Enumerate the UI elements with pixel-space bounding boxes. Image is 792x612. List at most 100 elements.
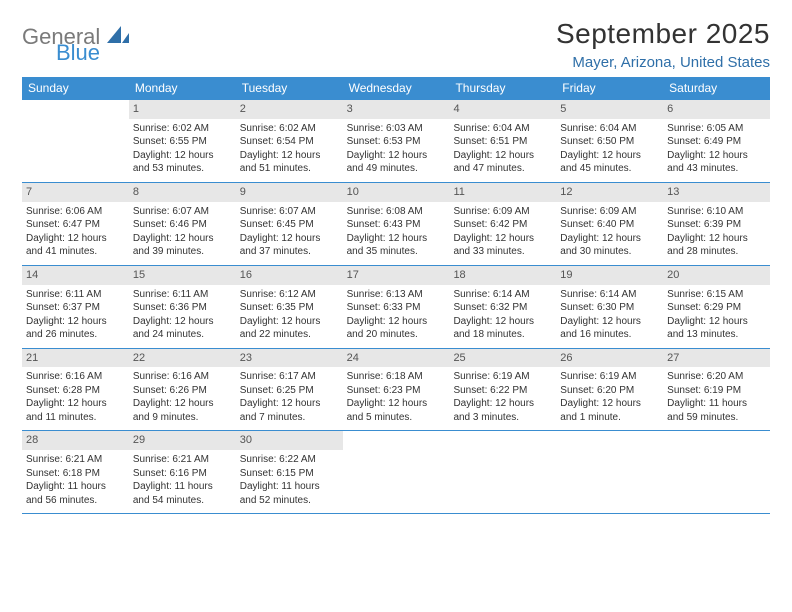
sunrise-text: Sunrise: 6:11 AM [26, 288, 125, 302]
sunrise-text: Sunrise: 6:11 AM [133, 288, 232, 302]
day-number: 25 [449, 349, 556, 368]
day1-text: Daylight: 12 hours [133, 315, 232, 329]
sunrise-text: Sunrise: 6:09 AM [560, 205, 659, 219]
day-blank [449, 431, 556, 513]
day-18: 18Sunrise: 6:14 AMSunset: 6:32 PMDayligh… [449, 266, 556, 348]
day-7: 7Sunrise: 6:06 AMSunset: 6:47 PMDaylight… [22, 183, 129, 265]
day1-text: Daylight: 11 hours [240, 480, 339, 494]
day2-text: and 33 minutes. [453, 245, 552, 259]
day1-text: Daylight: 12 hours [240, 232, 339, 246]
day-number: 6 [663, 100, 770, 119]
day-17: 17Sunrise: 6:13 AMSunset: 6:33 PMDayligh… [343, 266, 450, 348]
day-number: 18 [449, 266, 556, 285]
sunset-text: Sunset: 6:19 PM [667, 384, 766, 398]
week-row: 14Sunrise: 6:11 AMSunset: 6:37 PMDayligh… [22, 266, 770, 349]
day-28: 28Sunrise: 6:21 AMSunset: 6:18 PMDayligh… [22, 431, 129, 513]
sunrise-text: Sunrise: 6:02 AM [240, 122, 339, 136]
sunrise-text: Sunrise: 6:17 AM [240, 370, 339, 384]
day-number: 10 [343, 183, 450, 202]
sunset-text: Sunset: 6:39 PM [667, 218, 766, 232]
header: General Blue September 2025 Mayer, Arizo… [22, 18, 770, 71]
day-25: 25Sunrise: 6:19 AMSunset: 6:22 PMDayligh… [449, 349, 556, 431]
sunset-text: Sunset: 6:32 PM [453, 301, 552, 315]
sunrise-text: Sunrise: 6:19 AM [560, 370, 659, 384]
day2-text: and 35 minutes. [347, 245, 446, 259]
sunset-text: Sunset: 6:45 PM [240, 218, 339, 232]
day-number: 27 [663, 349, 770, 368]
day-6: 6Sunrise: 6:05 AMSunset: 6:49 PMDaylight… [663, 100, 770, 182]
day1-text: Daylight: 11 hours [133, 480, 232, 494]
day-number: 15 [129, 266, 236, 285]
day1-text: Daylight: 12 hours [26, 315, 125, 329]
calendar: SundayMondayTuesdayWednesdayThursdayFrid… [22, 77, 770, 514]
day2-text: and 45 minutes. [560, 162, 659, 176]
day2-text: and 3 minutes. [453, 411, 552, 425]
day-23: 23Sunrise: 6:17 AMSunset: 6:25 PMDayligh… [236, 349, 343, 431]
day-30: 30Sunrise: 6:22 AMSunset: 6:15 PMDayligh… [236, 431, 343, 513]
sunset-text: Sunset: 6:25 PM [240, 384, 339, 398]
day1-text: Daylight: 11 hours [667, 397, 766, 411]
week-row: 21Sunrise: 6:16 AMSunset: 6:28 PMDayligh… [22, 349, 770, 432]
sunrise-text: Sunrise: 6:16 AM [26, 370, 125, 384]
day-1: 1Sunrise: 6:02 AMSunset: 6:55 PMDaylight… [129, 100, 236, 182]
day2-text: and 56 minutes. [26, 494, 125, 508]
dow-thursday: Thursday [449, 77, 556, 100]
dow-friday: Friday [556, 77, 663, 100]
day-21: 21Sunrise: 6:16 AMSunset: 6:28 PMDayligh… [22, 349, 129, 431]
day-number: 26 [556, 349, 663, 368]
day1-text: Daylight: 12 hours [133, 232, 232, 246]
sunset-text: Sunset: 6:35 PM [240, 301, 339, 315]
day2-text: and 20 minutes. [347, 328, 446, 342]
sunset-text: Sunset: 6:20 PM [560, 384, 659, 398]
day-9: 9Sunrise: 6:07 AMSunset: 6:45 PMDaylight… [236, 183, 343, 265]
sunset-text: Sunset: 6:15 PM [240, 467, 339, 481]
day-number: 7 [22, 183, 129, 202]
sunset-text: Sunset: 6:50 PM [560, 135, 659, 149]
day-15: 15Sunrise: 6:11 AMSunset: 6:36 PMDayligh… [129, 266, 236, 348]
day-number: 8 [129, 183, 236, 202]
day-22: 22Sunrise: 6:16 AMSunset: 6:26 PMDayligh… [129, 349, 236, 431]
week-row: 7Sunrise: 6:06 AMSunset: 6:47 PMDaylight… [22, 183, 770, 266]
day-10: 10Sunrise: 6:08 AMSunset: 6:43 PMDayligh… [343, 183, 450, 265]
day-number: 16 [236, 266, 343, 285]
day-blank [556, 431, 663, 513]
day-11: 11Sunrise: 6:09 AMSunset: 6:42 PMDayligh… [449, 183, 556, 265]
logo: General Blue [22, 26, 129, 64]
day-number: 3 [343, 100, 450, 119]
sunrise-text: Sunrise: 6:10 AM [667, 205, 766, 219]
logo-text-blue: Blue [56, 42, 129, 64]
day2-text: and 52 minutes. [240, 494, 339, 508]
day-3: 3Sunrise: 6:03 AMSunset: 6:53 PMDaylight… [343, 100, 450, 182]
day2-text: and 16 minutes. [560, 328, 659, 342]
day2-text: and 28 minutes. [667, 245, 766, 259]
sunset-text: Sunset: 6:46 PM [133, 218, 232, 232]
sunset-text: Sunset: 6:51 PM [453, 135, 552, 149]
day1-text: Daylight: 11 hours [26, 480, 125, 494]
day-number: 29 [129, 431, 236, 450]
day1-text: Daylight: 12 hours [240, 397, 339, 411]
dow-tuesday: Tuesday [236, 77, 343, 100]
sunrise-text: Sunrise: 6:15 AM [667, 288, 766, 302]
day-number: 13 [663, 183, 770, 202]
day-16: 16Sunrise: 6:12 AMSunset: 6:35 PMDayligh… [236, 266, 343, 348]
day2-text: and 49 minutes. [347, 162, 446, 176]
day-number: 9 [236, 183, 343, 202]
month-title: September 2025 [556, 18, 770, 50]
day-24: 24Sunrise: 6:18 AMSunset: 6:23 PMDayligh… [343, 349, 450, 431]
sunset-text: Sunset: 6:42 PM [453, 218, 552, 232]
calendar-document: General Blue September 2025 Mayer, Arizo… [0, 0, 792, 514]
day-26: 26Sunrise: 6:19 AMSunset: 6:20 PMDayligh… [556, 349, 663, 431]
sunset-text: Sunset: 6:43 PM [347, 218, 446, 232]
day-19: 19Sunrise: 6:14 AMSunset: 6:30 PMDayligh… [556, 266, 663, 348]
day2-text: and 7 minutes. [240, 411, 339, 425]
day2-text: and 41 minutes. [26, 245, 125, 259]
day1-text: Daylight: 12 hours [453, 232, 552, 246]
sunrise-text: Sunrise: 6:21 AM [133, 453, 232, 467]
dow-sunday: Sunday [22, 77, 129, 100]
sunrise-text: Sunrise: 6:04 AM [560, 122, 659, 136]
day2-text: and 9 minutes. [133, 411, 232, 425]
day-number: 14 [22, 266, 129, 285]
sunset-text: Sunset: 6:18 PM [26, 467, 125, 481]
day1-text: Daylight: 12 hours [667, 149, 766, 163]
day1-text: Daylight: 12 hours [453, 315, 552, 329]
